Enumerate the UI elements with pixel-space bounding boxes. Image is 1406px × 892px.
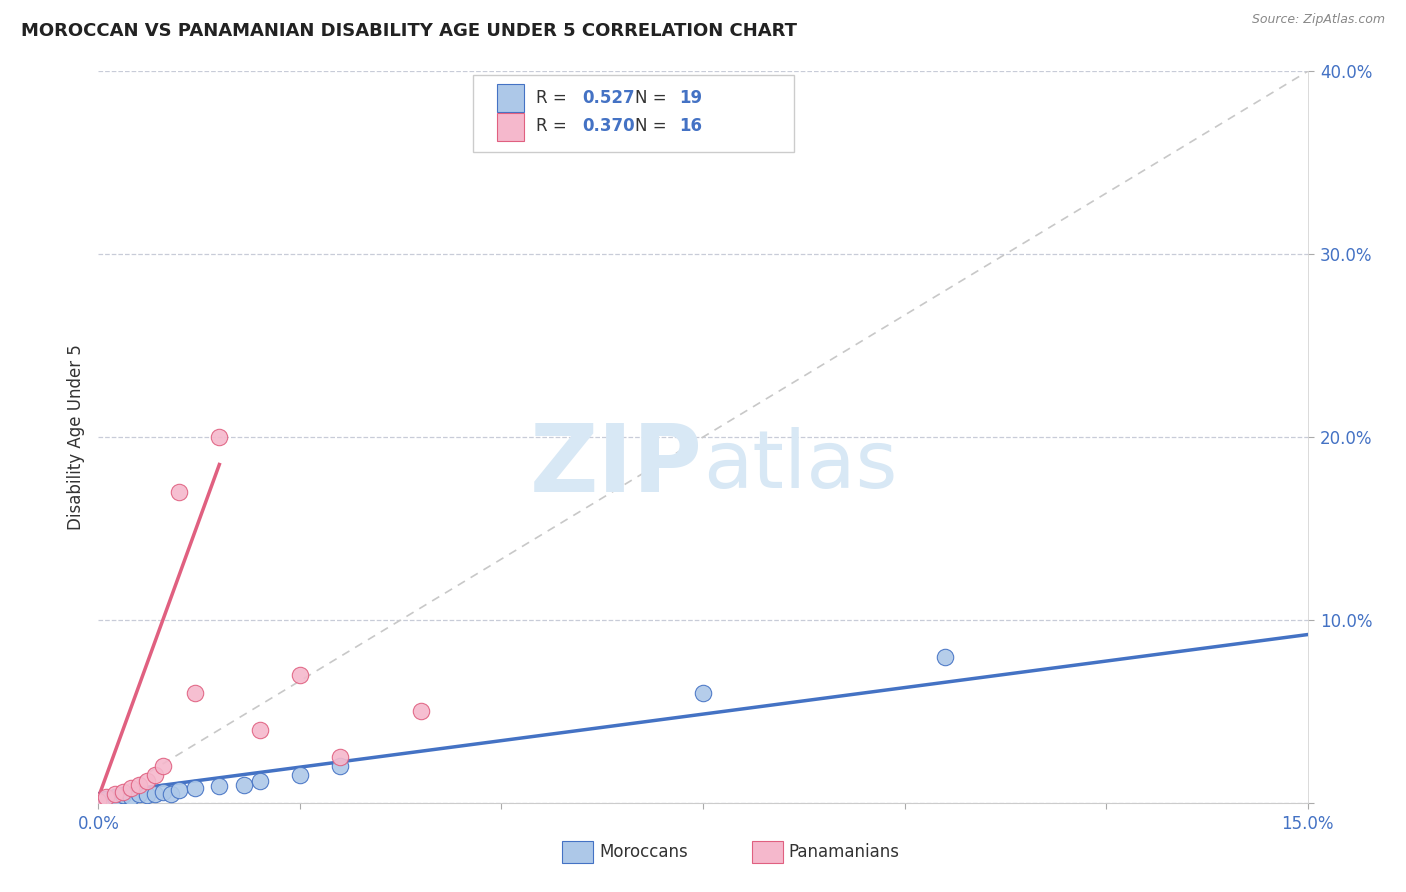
Point <box>249 723 271 737</box>
Point <box>143 787 166 801</box>
Point <box>120 790 142 805</box>
Point <box>288 667 311 681</box>
FancyBboxPatch shape <box>474 75 793 152</box>
Point <box>249 773 271 788</box>
Point <box>135 773 157 788</box>
Y-axis label: Disability Age Under 5: Disability Age Under 5 <box>66 344 84 530</box>
Point <box>87 794 110 808</box>
Text: atlas: atlas <box>703 427 897 506</box>
Text: 0.527: 0.527 <box>582 88 634 107</box>
Point <box>329 750 352 764</box>
Text: ZIP: ZIP <box>530 420 703 512</box>
Point <box>111 785 134 799</box>
Text: 16: 16 <box>679 117 702 136</box>
Point <box>152 759 174 773</box>
Point <box>128 787 150 801</box>
Point <box>143 768 166 782</box>
Point <box>128 778 150 792</box>
Text: 0.370: 0.370 <box>582 117 634 136</box>
Text: N =: N = <box>636 88 672 107</box>
Point <box>103 790 125 805</box>
Text: Moroccans: Moroccans <box>599 843 688 861</box>
Point <box>87 794 110 808</box>
Bar <box>498 84 524 112</box>
Point <box>692 686 714 700</box>
Text: MOROCCAN VS PANAMANIAN DISABILITY AGE UNDER 5 CORRELATION CHART: MOROCCAN VS PANAMANIAN DISABILITY AGE UN… <box>21 22 797 40</box>
Point <box>208 430 231 444</box>
Point <box>152 785 174 799</box>
Point <box>232 778 254 792</box>
Point <box>96 790 118 805</box>
Point <box>111 789 134 803</box>
Point <box>409 705 432 719</box>
Text: Source: ZipAtlas.com: Source: ZipAtlas.com <box>1251 13 1385 27</box>
Text: N =: N = <box>636 117 672 136</box>
Text: 19: 19 <box>679 88 702 107</box>
Point <box>167 783 190 797</box>
Point <box>208 780 231 794</box>
Text: Panamanians: Panamanians <box>789 843 900 861</box>
Point <box>120 781 142 796</box>
Point <box>96 792 118 806</box>
Point <box>184 781 207 796</box>
Text: R =: R = <box>536 117 572 136</box>
Point <box>288 768 311 782</box>
Text: R =: R = <box>536 88 572 107</box>
Point <box>103 787 125 801</box>
Point <box>329 759 352 773</box>
Point <box>160 787 183 801</box>
Point <box>934 649 956 664</box>
Point <box>184 686 207 700</box>
Point <box>135 789 157 803</box>
Bar <box>498 113 524 141</box>
Point <box>167 485 190 500</box>
